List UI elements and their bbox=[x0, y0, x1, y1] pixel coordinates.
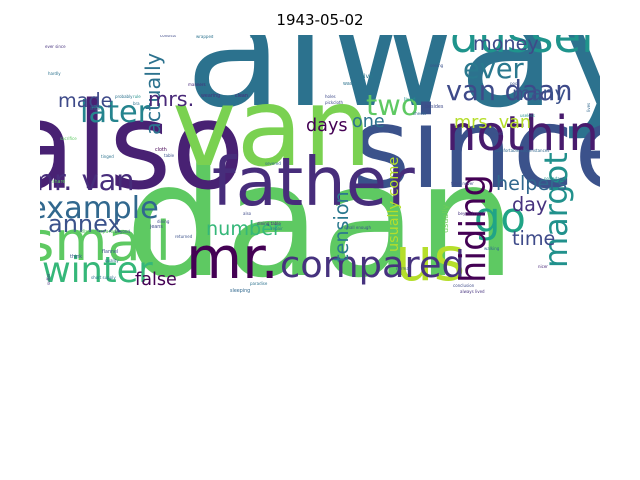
word-money: money bbox=[473, 35, 539, 55]
word-quality: quality bbox=[105, 258, 119, 263]
word-beyond: beyond bbox=[115, 229, 130, 234]
word-come: come bbox=[250, 35, 262, 39]
word-one: one bbox=[352, 112, 385, 132]
word-van: van bbox=[172, 64, 372, 191]
word-day: day bbox=[512, 193, 547, 216]
word-useless: useless bbox=[520, 113, 535, 118]
word-mr-van: mr. van bbox=[40, 163, 135, 197]
word-wrapped: wrapped bbox=[196, 35, 214, 39]
word-short-supply: short supply bbox=[91, 275, 116, 280]
word-winter: winter bbox=[42, 250, 153, 291]
word-dining: dining bbox=[157, 219, 170, 224]
word-paradise: paradise bbox=[250, 281, 268, 286]
word-large: large bbox=[90, 106, 101, 111]
word-false: false bbox=[135, 270, 177, 290]
word-example: example bbox=[40, 191, 159, 226]
word-flannel: flannel bbox=[102, 249, 118, 255]
word-hardly: hardly bbox=[48, 71, 61, 76]
word-van-daan: van daan bbox=[446, 76, 572, 107]
word-holes: holes bbox=[325, 94, 336, 99]
word-share: share bbox=[52, 179, 65, 185]
word-dussel: dussel bbox=[450, 35, 594, 63]
word-clean: clean bbox=[235, 93, 248, 99]
word-rule: rule bbox=[133, 94, 141, 99]
chart-title: 1943-05-02 bbox=[276, 11, 364, 29]
word-sheets: sheets bbox=[413, 111, 426, 116]
word-tension: tension bbox=[330, 191, 353, 262]
word-manners: manners bbox=[188, 82, 206, 87]
word-small: small bbox=[40, 210, 171, 273]
word-normal: normal bbox=[396, 266, 410, 271]
word-always-lived: always lived bbox=[460, 289, 485, 294]
word-father: father bbox=[212, 143, 415, 221]
word-later: later bbox=[80, 95, 151, 130]
word-usually: usually bbox=[441, 204, 450, 233]
word-ever-since: ever since bbox=[45, 44, 66, 49]
word-tinged: tinged bbox=[101, 154, 114, 159]
word-actually: actually bbox=[141, 53, 165, 135]
word-seeing: seeing bbox=[430, 63, 444, 68]
word-since: since bbox=[352, 84, 600, 214]
word-usually-come: usually come bbox=[386, 157, 402, 252]
word-repair: repair bbox=[271, 226, 283, 231]
word-conclusion: conclusion bbox=[453, 283, 475, 288]
word-wearing: wearing bbox=[201, 93, 220, 99]
word-made: made bbox=[58, 89, 112, 112]
word-ever: ever bbox=[463, 54, 525, 85]
word-comfortable-circumstances: comfortable circumstances bbox=[495, 148, 549, 153]
word-frayed: frayed bbox=[490, 131, 503, 136]
word-probably: probably bbox=[115, 94, 133, 99]
word-also: also bbox=[40, 78, 245, 217]
word-mr-: mr. bbox=[186, 225, 279, 292]
word-mrs-: mrs. bbox=[148, 87, 194, 111]
word-hiding: hiding bbox=[453, 174, 494, 283]
word-cloth: cloth bbox=[155, 147, 167, 153]
word-time: time bbox=[512, 227, 555, 250]
word-pickcloth: pickcloth bbox=[325, 100, 343, 105]
word-two: two bbox=[366, 88, 418, 122]
word-number: number bbox=[206, 217, 281, 240]
word-lives: lives bbox=[586, 103, 591, 112]
word-call: call bbox=[148, 35, 155, 36]
word-us: us bbox=[395, 225, 465, 295]
word-paradise-compared: paradise compared bbox=[70, 229, 116, 235]
word-also: also bbox=[243, 211, 252, 216]
word-jeans: jeans bbox=[149, 224, 163, 230]
word-always: always bbox=[185, 35, 600, 143]
word-consists: consists bbox=[160, 35, 176, 38]
word-severed: severed bbox=[265, 161, 281, 166]
word-nicer: nicer bbox=[538, 264, 548, 269]
word-live: live bbox=[362, 72, 373, 80]
word-table: table bbox=[164, 153, 175, 158]
word-small-enough: small enough bbox=[344, 225, 371, 230]
word-mrs-van: mrs. van bbox=[454, 113, 531, 133]
word-many: many bbox=[512, 82, 566, 105]
word-bra: bra bbox=[133, 101, 140, 106]
word-nowadays: nowadays bbox=[544, 176, 564, 181]
word-annex: annex bbox=[48, 210, 122, 238]
word-sleeping: sleeping bbox=[230, 288, 250, 294]
word-dining-table: dining table bbox=[257, 221, 281, 226]
word-lived: lived bbox=[404, 97, 416, 103]
word-nothing: nothing bbox=[446, 106, 600, 162]
word-suffer: suffer bbox=[46, 273, 51, 285]
word-cloud: alwaysdaanalsosincevanfathersmallmr.usno… bbox=[40, 35, 600, 325]
word-washed: washed bbox=[343, 81, 361, 87]
word-compared: compared bbox=[280, 243, 465, 286]
word-go: go bbox=[474, 193, 526, 242]
word-helpers: helpers bbox=[496, 172, 567, 195]
word-margot: margot bbox=[537, 152, 575, 268]
word-sacrifice: sacrifice bbox=[60, 136, 77, 141]
word-days: days bbox=[306, 116, 348, 136]
word-walking: walking bbox=[484, 246, 500, 251]
word-besides: besides bbox=[425, 104, 444, 110]
word-think: think bbox=[70, 254, 82, 260]
word-poor: poor bbox=[510, 81, 519, 86]
word-returned: returned bbox=[175, 234, 193, 239]
word-daan: daan bbox=[125, 129, 516, 312]
word-table-never: table never bbox=[451, 181, 474, 186]
word-beyond-repair: beyond repair bbox=[458, 211, 486, 216]
